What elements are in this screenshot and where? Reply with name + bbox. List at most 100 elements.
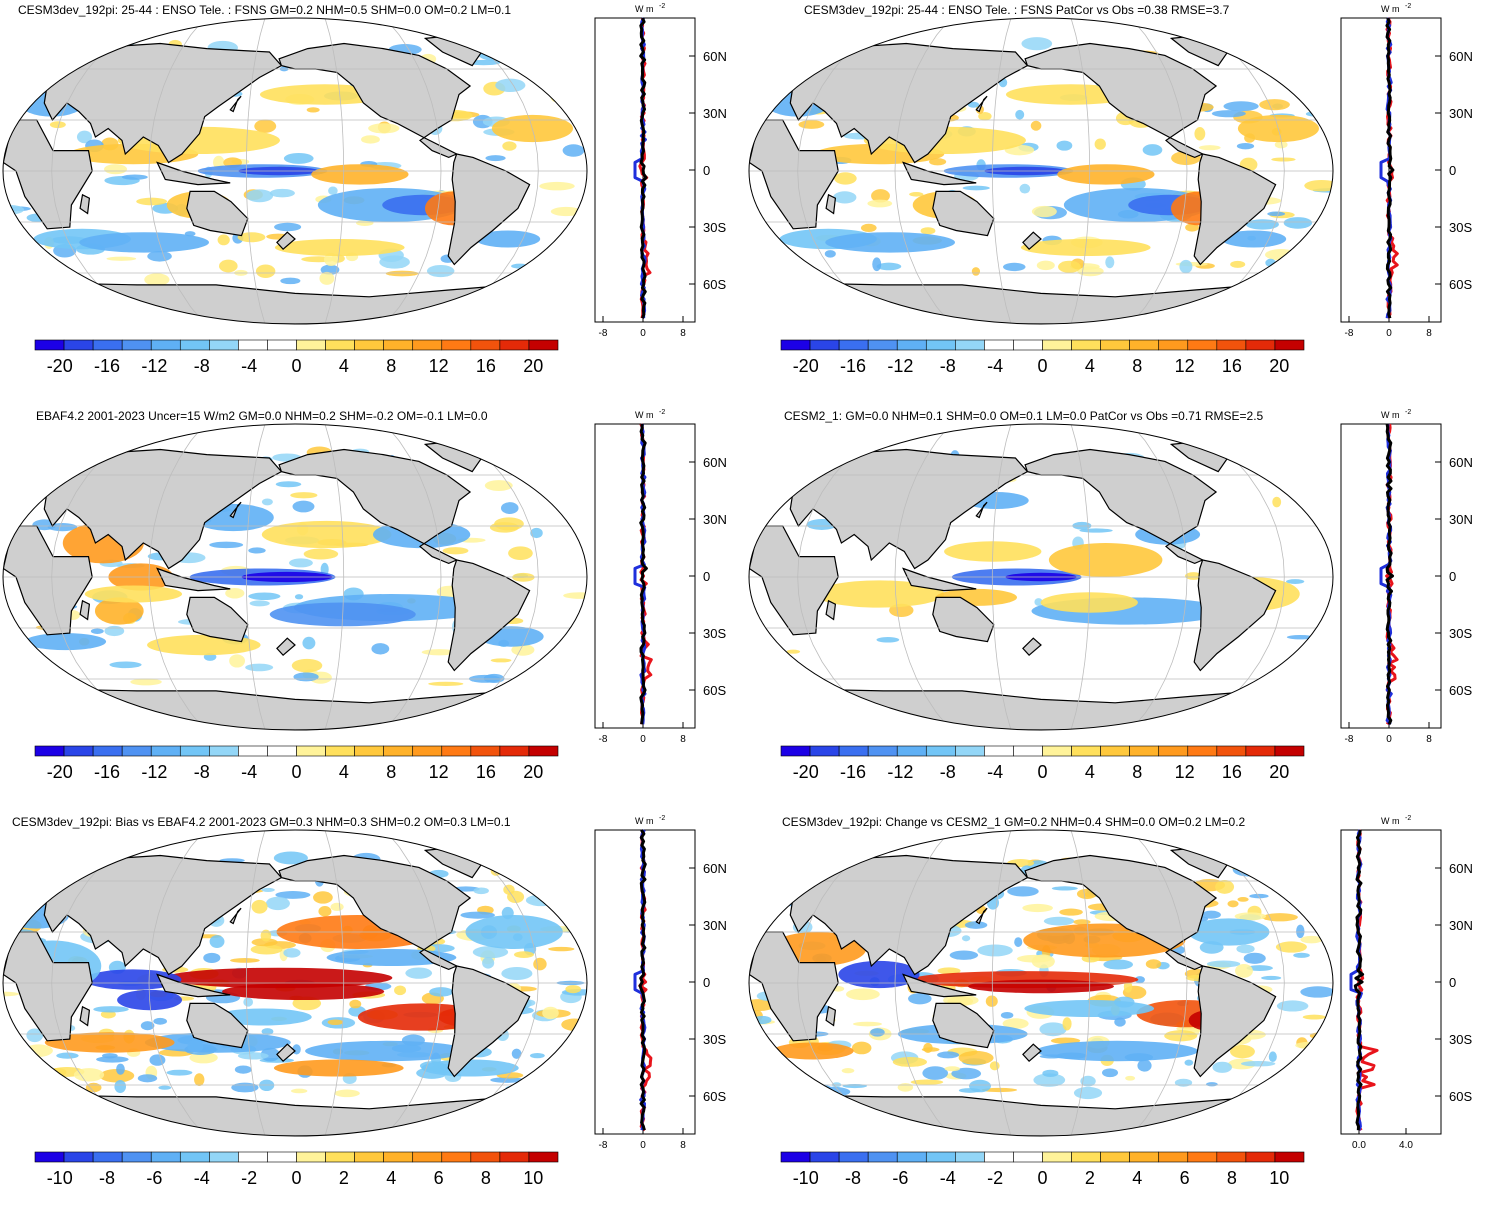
colorbar-box xyxy=(1071,745,1101,757)
colorbar-box xyxy=(92,745,123,757)
anomaly-speck xyxy=(280,277,301,285)
colorbar-box xyxy=(325,1151,355,1163)
colorbar-box xyxy=(209,1151,239,1163)
anomaly-speck xyxy=(265,896,290,911)
anomaly-speck xyxy=(1062,1017,1072,1031)
anomaly-speck xyxy=(90,628,104,634)
colorbar-label: 8 xyxy=(481,1168,491,1188)
lat-label: 0 xyxy=(703,975,710,990)
longitude-line xyxy=(797,424,892,730)
colorbar-box xyxy=(1245,745,1276,757)
anomaly-speck xyxy=(1215,879,1235,894)
anomaly-speck xyxy=(1123,980,1133,993)
anomaly-speck xyxy=(234,1065,252,1074)
anomaly-speck xyxy=(1240,1060,1276,1067)
land-africa xyxy=(3,119,93,230)
land-japan xyxy=(229,95,242,113)
anomaly-speck xyxy=(892,1057,928,1067)
colorbar-box xyxy=(1100,339,1130,351)
colorbar-box xyxy=(470,1151,501,1163)
anomaly-speck xyxy=(561,1018,587,1031)
anomaly-speck xyxy=(319,271,335,285)
anomaly-speck xyxy=(147,250,172,262)
anomaly-speck xyxy=(910,1079,944,1085)
robinson-map xyxy=(748,17,1334,325)
anomaly-speck xyxy=(546,490,572,498)
anomaly-speck xyxy=(109,661,142,669)
anomaly-speck xyxy=(542,1006,559,1020)
anomaly-speck xyxy=(1034,598,1043,606)
anomaly-speck xyxy=(833,191,857,204)
anomaly-speck xyxy=(921,1047,940,1052)
longitude-line xyxy=(1070,18,1091,324)
colorbar-box xyxy=(1274,339,1305,351)
lat-label: 30N xyxy=(703,512,727,527)
x-label: 4.0 xyxy=(1399,1140,1413,1151)
anomaly-speck xyxy=(1030,120,1042,131)
anomaly-speck xyxy=(1272,496,1282,508)
colorbar-label: -16 xyxy=(94,356,120,376)
colorbar-label: 4 xyxy=(1085,356,1095,376)
colorbar-label: 12 xyxy=(1175,762,1195,782)
anomaly-speck xyxy=(130,678,162,686)
lat-label: 60N xyxy=(703,861,727,876)
land-madagascar xyxy=(825,1005,837,1027)
anomaly-speck xyxy=(106,256,137,261)
lat-label: 60N xyxy=(1449,49,1473,64)
anomaly-speck xyxy=(1184,572,1202,580)
longitude-line xyxy=(324,830,345,1136)
anomaly-speck xyxy=(116,1063,125,1075)
anomaly-speck xyxy=(501,966,533,980)
anomaly-speck xyxy=(1198,145,1221,151)
colorbar-box xyxy=(325,339,355,351)
land-australia xyxy=(932,1002,995,1049)
anomaly-speck xyxy=(104,164,128,175)
colorbar-box xyxy=(121,1151,152,1163)
anomaly-speck xyxy=(189,1052,218,1064)
anomaly-speck xyxy=(490,1077,524,1083)
anomaly-speck xyxy=(1295,1041,1323,1049)
colorbar-box xyxy=(1216,1151,1247,1163)
lat-label: 30S xyxy=(703,1032,726,1047)
anomaly-speck xyxy=(565,985,582,994)
longitude-line xyxy=(894,18,952,324)
colorbar-box xyxy=(383,339,414,351)
x-label: -8 xyxy=(599,1140,608,1151)
colorbar-label: -4 xyxy=(194,1168,210,1188)
colorbar-box xyxy=(325,745,355,757)
colorbar-box xyxy=(1129,1151,1160,1163)
anomaly-speck xyxy=(1043,916,1075,926)
anomaly-speck xyxy=(786,649,801,654)
longitude-line xyxy=(1070,424,1091,730)
anomaly-speck xyxy=(63,859,80,868)
anomaly-region xyxy=(838,960,920,989)
anomaly-speck xyxy=(1283,217,1313,229)
land-samerica xyxy=(447,965,531,1078)
colorbar-box xyxy=(925,745,956,757)
land-madagascar xyxy=(825,193,837,215)
anomaly-speck xyxy=(318,906,332,917)
colorbar-box xyxy=(179,339,210,351)
anomaly-speck xyxy=(897,1083,914,1092)
longitude-line xyxy=(245,424,266,730)
unit-exponent: -2 xyxy=(1405,815,1411,822)
anomaly-speck xyxy=(490,658,512,663)
anomaly-speck xyxy=(203,952,221,963)
colorbar-box xyxy=(984,1151,1014,1163)
anomaly-speck xyxy=(248,592,281,600)
anomaly-speck xyxy=(1080,1075,1096,1087)
anomaly-speck xyxy=(909,192,924,197)
anomaly-speck xyxy=(303,548,339,560)
anomaly-speck xyxy=(814,1086,851,1097)
longitude-line xyxy=(148,424,206,730)
anomaly-speck xyxy=(137,1074,158,1083)
zonal-mean-plot: W m -2 60N 30N 0 30S 60S -8 0 8 xyxy=(594,3,727,339)
anomaly-speck xyxy=(1237,897,1249,902)
anomaly-speck xyxy=(1073,1086,1103,1100)
colorbar-label: -6 xyxy=(146,1168,162,1188)
anomaly-speck xyxy=(243,997,254,1007)
lat-label: 60N xyxy=(703,49,727,64)
anomaly-speck xyxy=(1234,912,1267,921)
colorbar-box xyxy=(780,1151,811,1163)
colorbar-box xyxy=(984,339,1014,351)
